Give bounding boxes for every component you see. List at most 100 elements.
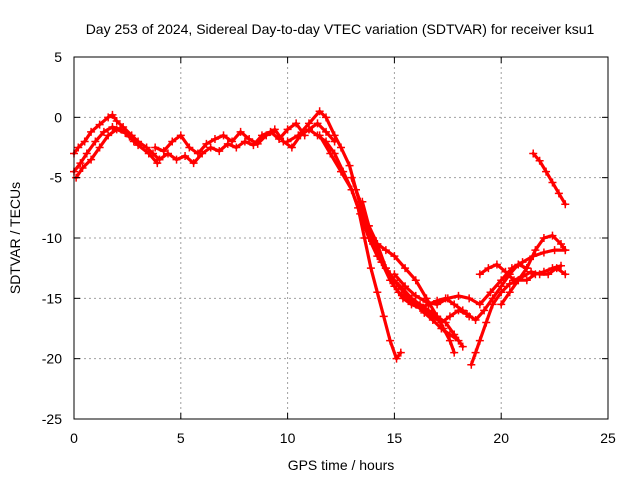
data-point xyxy=(112,116,121,125)
y-tick-label: -15 xyxy=(42,290,62,306)
data-point xyxy=(514,276,523,285)
data-point xyxy=(465,294,474,303)
data-point xyxy=(121,129,130,138)
data-point xyxy=(539,248,548,257)
data-point xyxy=(210,135,219,144)
data-point xyxy=(257,131,266,140)
y-tick-label: -5 xyxy=(50,170,63,186)
data-point xyxy=(522,276,531,285)
data-point xyxy=(249,141,258,150)
data-point xyxy=(236,127,245,136)
data-point xyxy=(377,258,386,267)
data-point xyxy=(381,246,390,255)
data-point xyxy=(198,149,207,158)
data-point xyxy=(433,300,442,309)
data-point xyxy=(411,276,420,285)
data-point xyxy=(202,139,211,148)
data-point xyxy=(497,276,506,285)
data-point xyxy=(482,318,491,327)
data-point xyxy=(358,197,367,206)
data-point xyxy=(108,122,117,131)
data-point xyxy=(463,310,472,319)
data-point xyxy=(189,159,198,168)
data-point xyxy=(134,141,143,150)
data-point xyxy=(467,360,476,369)
data-point xyxy=(454,291,463,300)
data-point xyxy=(422,297,431,306)
data-point xyxy=(373,288,382,297)
data-point xyxy=(454,306,463,315)
axes: 0 5 10 15 20 25 5 0 -5 -10 -15 -20 -25 xyxy=(42,49,616,446)
x-axis-label: GPS time / hours xyxy=(288,457,395,473)
data-point xyxy=(168,137,177,146)
data-point xyxy=(552,264,561,273)
data-point xyxy=(144,149,153,158)
data-point xyxy=(403,294,412,303)
data-point xyxy=(347,173,356,182)
data-point xyxy=(219,131,228,140)
data-point xyxy=(527,267,536,276)
data-point xyxy=(223,139,232,148)
data-point xyxy=(443,294,452,303)
data-point xyxy=(76,159,85,168)
data-point xyxy=(215,147,224,156)
data-point xyxy=(561,270,570,279)
data-point xyxy=(364,221,373,230)
data-point xyxy=(304,125,313,134)
data-point xyxy=(104,131,113,140)
data-point xyxy=(439,324,448,333)
data-point xyxy=(554,189,563,198)
data-point xyxy=(535,156,544,165)
data-point xyxy=(315,131,324,140)
data-point xyxy=(151,143,160,152)
data-point xyxy=(155,155,164,164)
data-point xyxy=(428,312,437,321)
y-axis-label: SDTVAR / TECUs xyxy=(7,182,23,294)
data-point xyxy=(326,149,335,158)
data-point xyxy=(544,270,553,279)
data-point xyxy=(337,167,345,176)
data-point xyxy=(172,155,181,164)
data-point xyxy=(411,300,420,309)
data-point xyxy=(396,348,405,357)
data-point xyxy=(82,149,91,158)
data-point xyxy=(497,288,506,297)
data-point xyxy=(313,119,322,128)
data-point xyxy=(505,279,514,288)
data-point xyxy=(104,113,113,122)
series-line-trace-1 xyxy=(72,113,161,162)
data-point xyxy=(471,348,480,357)
data-point xyxy=(379,312,388,321)
data-point xyxy=(471,316,480,325)
data-point xyxy=(539,234,548,242)
data-point xyxy=(475,300,484,309)
data-point xyxy=(366,264,375,273)
data-point xyxy=(394,288,403,297)
data-point xyxy=(322,127,331,136)
data-point xyxy=(401,264,410,273)
data-point xyxy=(522,264,531,273)
data-point xyxy=(159,147,168,156)
data-point xyxy=(294,131,303,140)
data-point xyxy=(437,318,446,327)
data-point xyxy=(91,137,100,146)
data-point xyxy=(185,143,194,152)
data-point xyxy=(450,330,459,339)
series-line-trace-8 xyxy=(318,133,403,361)
data-point xyxy=(542,167,551,176)
data-point xyxy=(360,234,369,242)
data-point xyxy=(475,270,484,279)
data-point xyxy=(99,127,108,136)
x-tick-label: 5 xyxy=(177,430,185,446)
data-point xyxy=(112,125,121,134)
data-point xyxy=(74,143,83,152)
data-point xyxy=(411,291,420,300)
data-point xyxy=(420,306,429,315)
data-point xyxy=(507,264,516,273)
data-point xyxy=(535,270,544,279)
data-point xyxy=(292,119,301,128)
data-point xyxy=(240,137,249,146)
data-point xyxy=(458,342,467,351)
